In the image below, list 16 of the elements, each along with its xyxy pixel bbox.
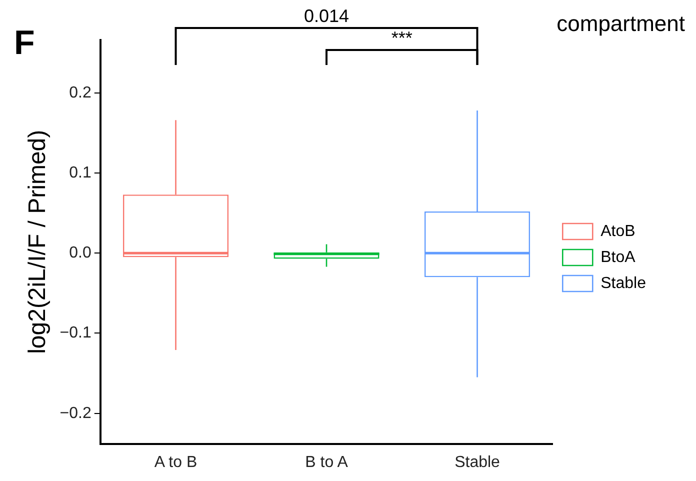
y-tick-label: 0.1: [69, 164, 92, 182]
x-tick-label: A to B: [154, 454, 198, 471]
y-tick-label: 0.0: [69, 244, 92, 262]
chart-title: F: [14, 24, 35, 63]
x-tick-label: B to A: [305, 454, 348, 471]
legend-title: compartment: [556, 11, 686, 36]
y-tick-label: −0.2: [60, 404, 92, 422]
annotation: ***: [391, 28, 412, 48]
x-tick-label: Stable: [454, 454, 500, 471]
legend-label: Stable: [600, 274, 646, 292]
y-tick-label: −0.1: [60, 324, 92, 342]
legend-label: AtoB: [600, 222, 636, 240]
text: 0.014: [304, 6, 350, 26]
legend-label: BtoA: [600, 248, 636, 266]
y-axis-title: log2(2iL/I/F / Primed): [24, 130, 52, 354]
y-tick-label: 0.2: [69, 84, 92, 102]
